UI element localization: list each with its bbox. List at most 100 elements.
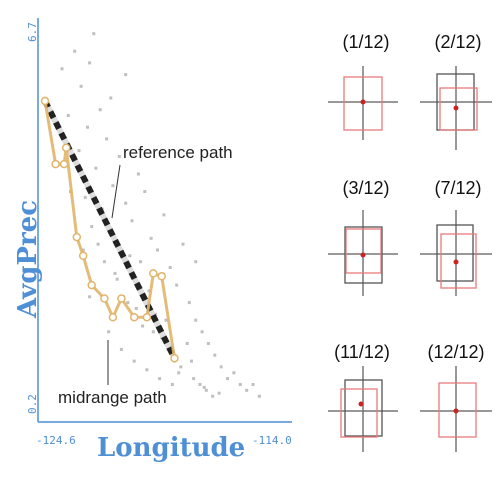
y-axis-label: AvgPrec	[13, 200, 43, 319]
scatter-point	[147, 289, 151, 293]
dark-box	[344, 379, 383, 437]
panel-label: (7/12)	[434, 178, 481, 198]
dark-box	[436, 224, 474, 282]
scatter-point	[139, 260, 142, 264]
scatter-point	[119, 347, 123, 351]
midrange-path-node	[40, 96, 50, 106]
midrange-path-node	[142, 312, 152, 322]
scatter-point	[226, 377, 229, 381]
scatter-point	[81, 248, 85, 252]
scatter-point	[132, 359, 136, 363]
scatter-point	[77, 149, 81, 153]
midrange-path-node	[117, 294, 126, 303]
scatter-point	[179, 365, 183, 369]
scatter-points	[58, 32, 261, 398]
scatter-point	[134, 307, 138, 310]
scatter-point	[158, 377, 162, 381]
scatter-point	[88, 61, 92, 65]
panel-3: (3/12)	[328, 178, 398, 296]
scatter-point	[98, 108, 102, 112]
scatter-point	[219, 365, 223, 369]
red-box	[343, 76, 383, 131]
scatter-point	[245, 388, 249, 392]
midrange-path	[40, 96, 179, 363]
midrange-path-node	[170, 353, 179, 363]
scatter-point	[206, 342, 210, 345]
scatter-point	[232, 371, 236, 375]
scatter-point	[177, 371, 181, 375]
scatter-point	[86, 125, 89, 129]
panel-5: (11/12)	[328, 342, 398, 452]
midrange-path-node	[59, 159, 69, 169]
center-dot	[453, 105, 459, 111]
scatter-point	[202, 385, 206, 389]
panel-label: (2/12)	[434, 32, 481, 52]
y-tick-max: 6.7	[26, 22, 39, 42]
x-tick-max: -114.0	[252, 434, 292, 447]
y-tick-min: 0.2	[26, 394, 39, 414]
center-dot	[358, 401, 364, 407]
scatter-point	[168, 266, 172, 269]
panel-label: (11/12)	[334, 342, 390, 362]
midrange-path-node	[72, 232, 82, 242]
scatter-point	[143, 190, 147, 193]
reference-path-label: reference path	[123, 143, 233, 162]
scatter-point	[194, 318, 198, 322]
scatter-point	[145, 368, 149, 372]
midrange-path-node	[108, 312, 118, 322]
scatter-point	[60, 67, 64, 71]
scatter-point	[92, 32, 96, 36]
center-dot	[453, 259, 459, 265]
scatter-point	[257, 394, 261, 398]
scatter-point	[115, 277, 119, 281]
scatter-point	[136, 172, 140, 176]
red-box	[438, 382, 477, 438]
scatter-point	[113, 271, 117, 275]
scatter-point	[66, 114, 70, 117]
midrange-path-node	[149, 269, 158, 278]
scatter-point	[83, 195, 87, 199]
scatter-point	[94, 166, 98, 170]
panel-2: (2/12)	[420, 32, 492, 150]
scatter-point	[111, 184, 115, 188]
x-axis-label: Longitude	[97, 433, 245, 463]
scatter-point	[105, 137, 109, 141]
scatter-point	[213, 353, 217, 357]
midrange-path-node	[157, 272, 166, 281]
scatter-point	[187, 301, 191, 305]
scatter-chart: reference path midrange path 6.7 0.2 Avg…	[13, 18, 292, 463]
panel-label: (3/12)	[342, 178, 389, 198]
panel-label: (1/12)	[342, 32, 389, 52]
center-dot	[360, 99, 366, 105]
scatter-point	[194, 260, 198, 264]
scatter-point	[90, 225, 94, 229]
scatter-point	[102, 260, 106, 264]
scatter-point	[73, 49, 77, 53]
scatter-point	[185, 342, 189, 345]
red-box	[340, 388, 378, 438]
midrange-path-node	[78, 251, 88, 261]
scatter-point	[170, 383, 174, 386]
midrange-path-node	[87, 280, 96, 290]
scatter-point	[149, 236, 153, 240]
reference-path-pointer	[111, 164, 121, 219]
scatter-point	[109, 96, 113, 100]
scatter-point	[124, 73, 128, 77]
scatter-point	[156, 248, 159, 252]
midrange-path-label: midrange path	[58, 388, 167, 407]
scatter-point	[124, 201, 128, 205]
scatter-point	[162, 213, 166, 217]
scatter-point	[141, 324, 145, 328]
midrange-path-node	[100, 294, 109, 303]
scatter-point	[211, 394, 215, 398]
scatter-point	[130, 219, 134, 223]
panel-4: (7/12)	[420, 178, 492, 296]
x-tick-min: -124.6	[36, 434, 76, 447]
midrange-path-node	[61, 143, 71, 152]
scatter-point	[204, 388, 208, 392]
red-box	[439, 87, 478, 131]
center-dot	[453, 408, 459, 414]
panel-label: (12/12)	[427, 342, 484, 362]
scatter-point	[96, 242, 100, 246]
